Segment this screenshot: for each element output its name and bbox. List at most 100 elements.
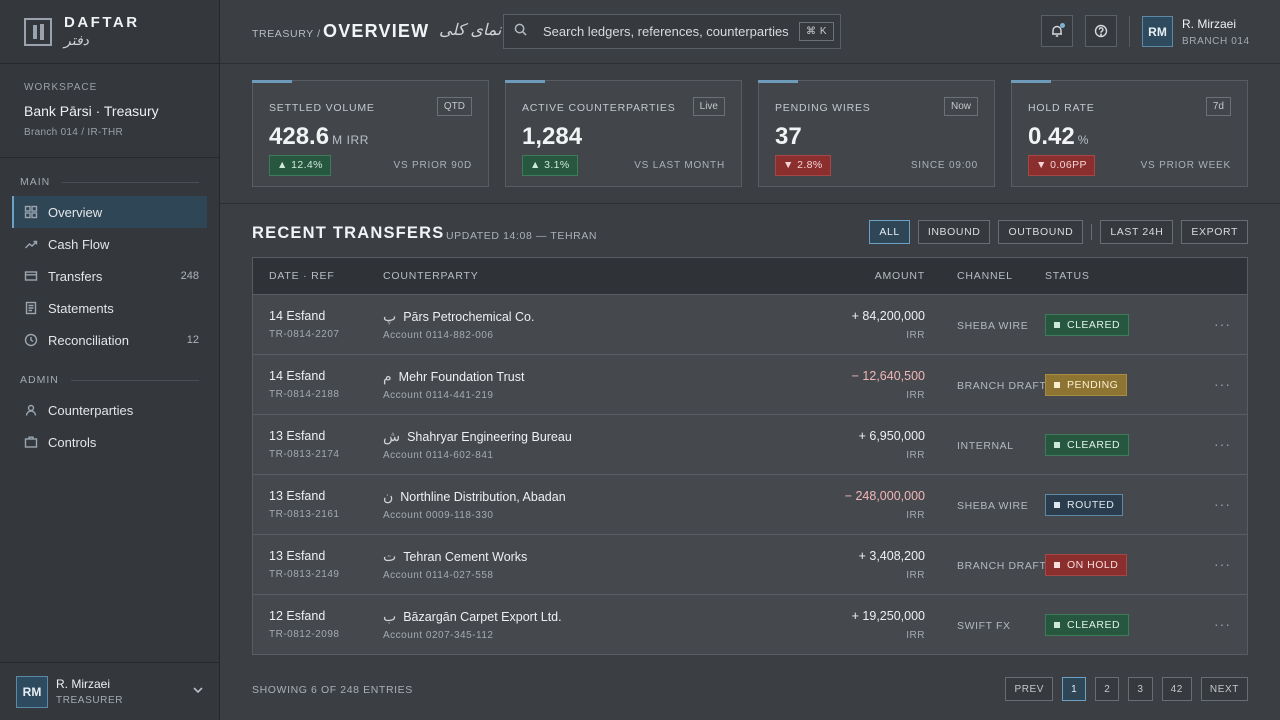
filter-inbound-button[interactable]: INBOUND (917, 220, 991, 244)
counterparty-account: Account 0114-882-006 (383, 329, 494, 341)
table-row[interactable]: 13 Esfand TR-0813-2149 ت Tehran Cement Work… (253, 534, 1247, 594)
kpi-unit: M IRR (332, 133, 370, 147)
time-range-button[interactable]: LAST 24H (1100, 220, 1174, 244)
column-date[interactable]: DATE · REF (269, 270, 335, 282)
sidebar-item-counterparties[interactable]: Counterparties (12, 394, 207, 426)
filter-all-button[interactable]: ALL (869, 220, 910, 244)
notification-dot (1060, 23, 1065, 28)
transfer-ref: TR-0813-2161 (269, 509, 340, 520)
workspace-meta: Branch 014 / IR-THR (24, 127, 124, 138)
counterparty-name[interactable]: Northline Distribution, Abadan (400, 489, 566, 504)
transfer-amount: + 84,200,000 (851, 308, 925, 323)
prev-page-button[interactable]: PREV (1005, 677, 1054, 701)
transfer-filters: ALL INBOUND OUTBOUND LAST 24H EXPORT (861, 220, 1248, 244)
search-input[interactable] (543, 24, 800, 39)
grid-icon (24, 205, 38, 219)
status-badge: ROUTED (1045, 493, 1124, 516)
page-42-button[interactable]: 42 (1161, 677, 1192, 701)
table-row[interactable]: 14 Esfand TR-0814-2207 پ Pārs Petrochemical… (253, 294, 1247, 354)
sidebar-item-label: Overview (48, 204, 103, 220)
sidebar-item-label: Controls (48, 434, 97, 450)
page-1-button[interactable]: 1 (1062, 677, 1087, 701)
page-2-button[interactable]: 2 (1095, 677, 1120, 701)
avatar: RM (1142, 16, 1173, 47)
more-actions-icon[interactable]: ··· (1214, 495, 1231, 512)
kpi-card[interactable]: ACTIVE COUNTERPARTIES Live 1,284 ▲ 3.1% VS L… (505, 80, 742, 187)
counterparty-glyph: ت (383, 548, 397, 565)
filter-outbound-button[interactable]: OUTBOUND (998, 220, 1084, 244)
table-row[interactable]: 12 Esfand TR-0812-2098 ب Bāzargān Carpet Ex… (253, 594, 1247, 654)
counterparty-name[interactable]: Mehr Foundation Trust (398, 369, 525, 384)
transfer-currency: IRR (906, 389, 925, 401)
sidebar-item-controls[interactable]: Controls (12, 426, 207, 458)
search-shortcut: ⌘ K (799, 22, 834, 41)
sidebar-item-count: 248 (180, 270, 199, 282)
kpi-value: 428.6 (269, 123, 330, 150)
page-3-button[interactable]: 3 (1128, 677, 1153, 701)
column-status[interactable]: STATUS (1045, 270, 1090, 282)
sidebar-item-label: Statements (48, 300, 114, 316)
sidebar-item-overview[interactable]: Overview (12, 196, 207, 228)
sidebar-item-cash-flow[interactable]: Cash Flow (12, 228, 207, 260)
notifications-button[interactable] (1041, 15, 1073, 47)
counterparty-name[interactable]: Tehran Cement Works (403, 549, 528, 564)
counterparty-glyph: م (383, 368, 392, 385)
status-label: CLEARED (1067, 318, 1121, 331)
kpi-period-tag: QTD (436, 97, 472, 116)
more-actions-icon[interactable]: ··· (1214, 375, 1231, 392)
kpi-value: 0.42 (1028, 123, 1075, 150)
counterparty-name[interactable]: Shahryar Engineering Bureau (407, 429, 572, 444)
transfer-date: 13 Esfand (269, 549, 326, 563)
more-actions-icon[interactable]: ··· (1214, 315, 1231, 332)
counterparty-glyph: ن (383, 488, 394, 505)
status-badge: CLEARED (1045, 313, 1130, 336)
column-amount[interactable]: AMOUNT (874, 270, 925, 282)
more-actions-icon[interactable]: ··· (1214, 555, 1231, 572)
sidebar-user-card[interactable]: RM R. Mirzaei TREASURER (0, 662, 220, 720)
kpi-delta-badge: ▼ 0.06PP (1028, 155, 1095, 176)
brand[interactable]: DAFTAR دفتر (0, 0, 219, 64)
more-actions-icon[interactable]: ··· (1214, 615, 1231, 632)
kpi-card[interactable]: HOLD RATE 7d 0.42% ▼ 0.06PP VS PRIOR WEEK (1011, 80, 1248, 187)
column-channel[interactable]: CHANNEL (957, 270, 1013, 282)
user-role: TREASURER (56, 695, 124, 706)
column-counterparty[interactable]: COUNTERPARTY (383, 270, 479, 282)
transfer-channel: SHEBA WIRE (957, 499, 1029, 512)
sidebar-item-transfers[interactable]: Transfers 248 (12, 260, 207, 292)
kpi-card[interactable]: PENDING WIRES Now 37 ▼ 2.8% SINCE 09:00 (758, 80, 995, 187)
user-branch: BRANCH 014 (1182, 35, 1250, 47)
page-title: OVERVIEW (323, 21, 430, 41)
kpi-value: 1,284 (522, 123, 583, 150)
transfer-date: 12 Esfand (269, 609, 326, 623)
next-page-button[interactable]: NEXT (1200, 677, 1248, 701)
workspace-name: Bank Pārsi · Treasury (24, 103, 159, 119)
table-row[interactable]: 13 Esfand TR-0813-2174 ش Shahryar Engineeri… (253, 414, 1247, 474)
sidebar-item-label: Reconciliation (48, 332, 129, 348)
trend-icon (24, 237, 38, 251)
kpi-period-tag: 7d (1205, 97, 1231, 116)
kpi-comparison: SINCE 09:00 (910, 160, 978, 171)
workspace-switcher[interactable]: WORKSPACE Bank Pārsi · Treasury Branch 0… (0, 64, 219, 158)
more-actions-icon[interactable]: ··· (1214, 435, 1231, 452)
counterparty-name[interactable]: Pārs Petrochemical Co. (403, 309, 535, 324)
search-box[interactable]: ⌘ K (503, 14, 841, 49)
sidebar-item-reconciliation[interactable]: Reconciliation 12 (12, 324, 207, 356)
chevron-down-icon[interactable] (192, 683, 204, 701)
account-menu[interactable]: RM R. Mirzaei BRANCH 014 (1142, 16, 1250, 47)
nav-section-main: MAIN (0, 176, 219, 188)
briefcase-icon (24, 435, 38, 449)
sidebar-item-label: Cash Flow (48, 236, 110, 252)
kpi-card[interactable]: SETTLED VOLUME QTD 428.6 M IRR ▲ 12.4% VS PRI… (252, 80, 489, 187)
table-row[interactable]: 14 Esfand TR-0814-2188 م Mehr Foundation Tr… (253, 354, 1247, 414)
breadcrumb[interactable]: TREASURY / (252, 28, 321, 40)
transfer-date: 14 Esfand (269, 309, 326, 323)
export-button[interactable]: EXPORT (1181, 220, 1248, 244)
sidebar-item-statements[interactable]: Statements (12, 292, 207, 324)
kpi-delta-badge: ▲ 12.4% (269, 155, 331, 176)
help-button[interactable] (1085, 15, 1117, 47)
table-row[interactable]: 13 Esfand TR-0813-2161 ن Northline Distribu… (253, 474, 1247, 534)
counterparty-name[interactable]: Bāzargān Carpet Export Ltd. (403, 609, 562, 624)
clock-icon (24, 333, 38, 347)
transfer-ref: TR-0812-2098 (269, 629, 340, 640)
counterparty-glyph: پ (383, 308, 397, 325)
